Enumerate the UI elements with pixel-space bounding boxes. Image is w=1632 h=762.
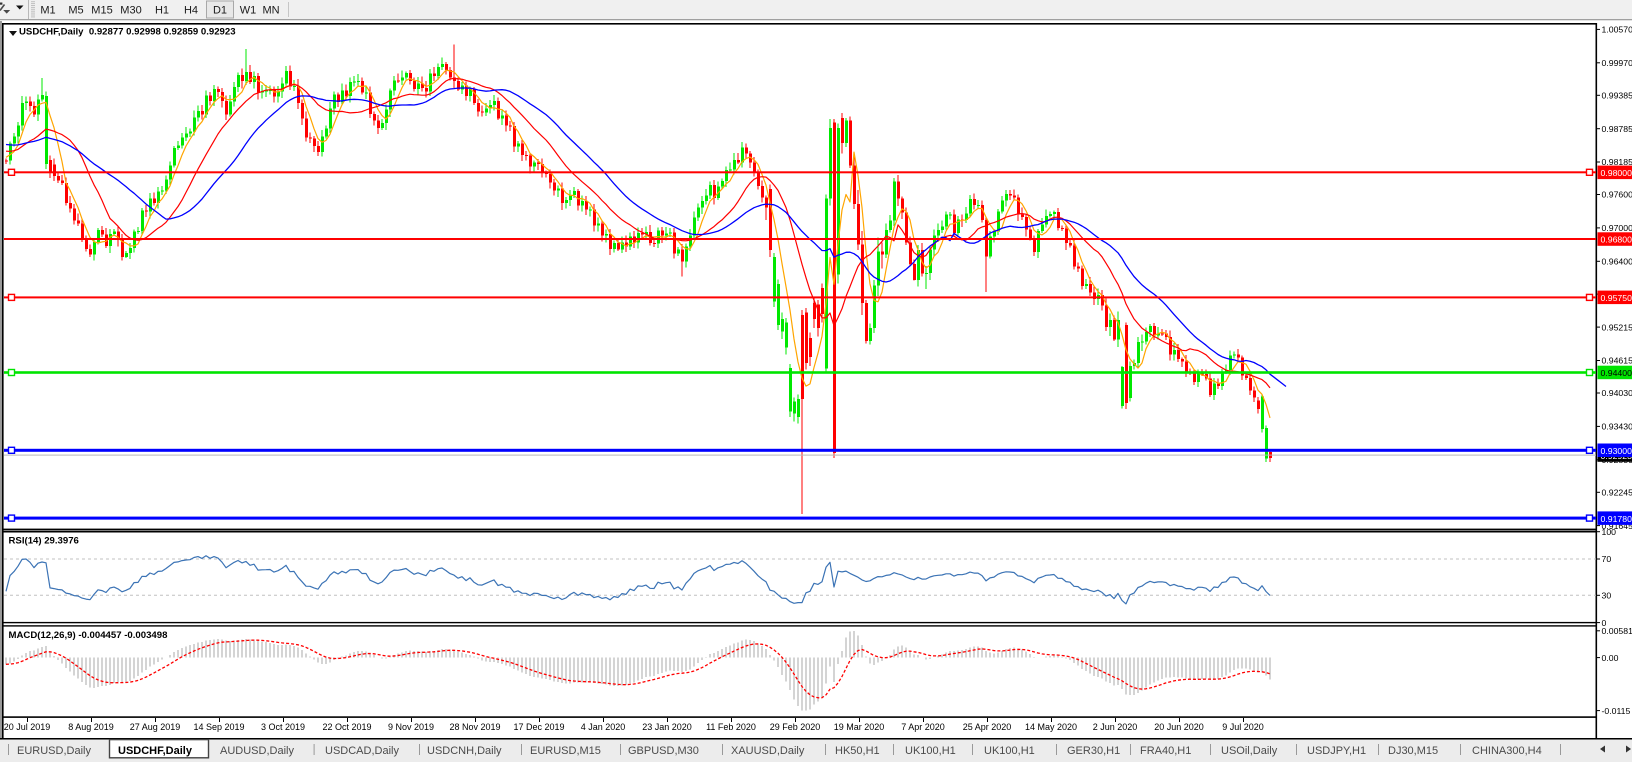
svg-text:0.99970: 0.99970	[1602, 58, 1632, 68]
svg-text:25 Apr 2020: 25 Apr 2020	[963, 722, 1012, 732]
svg-text:14 Sep 2019: 14 Sep 2019	[193, 722, 244, 732]
svg-text:0.95750: 0.95750	[1601, 293, 1632, 303]
svg-text:4 Jan 2020: 4 Jan 2020	[581, 722, 626, 732]
svg-text:0.00581: 0.00581	[1602, 626, 1632, 636]
svg-text:0.95215: 0.95215	[1602, 322, 1632, 332]
svg-text:M1: M1	[40, 5, 55, 17]
svg-text:0.91780: 0.91780	[1601, 514, 1632, 524]
svg-text:USDCNH,Daily: USDCNH,Daily	[427, 745, 502, 757]
svg-text:0.92245: 0.92245	[1602, 488, 1632, 498]
svg-text:XAUUSD,Daily: XAUUSD,Daily	[731, 745, 805, 757]
svg-text:USDCHF,Daily 0.92877 0.92998: USDCHF,Daily 0.92877 0.92998 0.92859 0.9…	[19, 27, 236, 38]
svg-text:0.97600: 0.97600	[1602, 190, 1632, 200]
svg-text:FRA40,H1: FRA40,H1	[1140, 745, 1191, 757]
svg-text:HK50,H1: HK50,H1	[835, 745, 880, 757]
svg-text:GBPUSD,M30: GBPUSD,M30	[628, 745, 699, 757]
svg-text:USOil,Daily: USOil,Daily	[1221, 745, 1278, 757]
svg-text:USDJPY,H1: USDJPY,H1	[1307, 745, 1366, 757]
svg-text:USDCAD,Daily: USDCAD,Daily	[325, 745, 399, 757]
svg-text:9 Nov 2019: 9 Nov 2019	[388, 722, 434, 732]
svg-text:0.98185: 0.98185	[1602, 157, 1632, 167]
svg-text:W1: W1	[240, 5, 257, 17]
svg-text:19 Mar 2020: 19 Mar 2020	[834, 722, 885, 732]
svg-text:RSI(14) 29.3976: RSI(14) 29.3976	[9, 536, 79, 547]
svg-text:11 Feb 2020: 11 Feb 2020	[706, 722, 756, 732]
svg-text:17 Dec 2019: 17 Dec 2019	[513, 722, 564, 732]
svg-text:DJ30,M15: DJ30,M15	[1388, 745, 1438, 757]
svg-text:3 Oct 2019: 3 Oct 2019	[261, 722, 305, 732]
svg-text:1.00570: 1.00570	[1602, 25, 1632, 35]
svg-text:MN: MN	[262, 5, 279, 17]
svg-text:8 Aug 2019: 8 Aug 2019	[68, 722, 114, 732]
svg-text:CHINA300,H4: CHINA300,H4	[1472, 745, 1542, 757]
svg-text:0.94030: 0.94030	[1602, 388, 1632, 398]
svg-text:7 Apr 2020: 7 Apr 2020	[901, 722, 945, 732]
svg-text:27 Aug 2019: 27 Aug 2019	[130, 722, 181, 732]
svg-text:MACD(12,26,9) -0.004457 -0.003: MACD(12,26,9) -0.004457 -0.003498	[9, 630, 169, 641]
svg-text:GER30,H1: GER30,H1	[1067, 745, 1120, 757]
svg-text:0.93430: 0.93430	[1602, 422, 1632, 432]
svg-text:0.99385: 0.99385	[1602, 91, 1632, 101]
svg-text:20 Jul 2019: 20 Jul 2019	[4, 722, 51, 732]
svg-text:14 May 2020: 14 May 2020	[1025, 722, 1077, 732]
svg-text:0.94615: 0.94615	[1602, 356, 1632, 366]
svg-text:70: 70	[1602, 554, 1612, 564]
svg-text:EURUSD,M15: EURUSD,M15	[530, 745, 601, 757]
svg-text:EURUSD,Daily: EURUSD,Daily	[17, 745, 91, 757]
svg-text:0.97000: 0.97000	[1602, 223, 1632, 233]
svg-text:M30: M30	[120, 5, 141, 17]
svg-text:100: 100	[1602, 527, 1617, 537]
svg-text:0: 0	[1602, 618, 1607, 628]
svg-text:D1: D1	[213, 5, 227, 17]
svg-text:20 Jun 2020: 20 Jun 2020	[1154, 722, 1204, 732]
svg-text:AUDUSD,Daily: AUDUSD,Daily	[220, 745, 294, 757]
svg-text:28 Nov 2019: 28 Nov 2019	[449, 722, 500, 732]
svg-text:30: 30	[1602, 591, 1612, 601]
svg-text:23 Jan 2020: 23 Jan 2020	[642, 722, 692, 732]
svg-text:9 Jul 2020: 9 Jul 2020	[1222, 722, 1264, 732]
svg-text:UK100,H1: UK100,H1	[905, 745, 956, 757]
svg-text:0.96800: 0.96800	[1601, 235, 1632, 245]
svg-text:-0.0115: -0.0115	[1602, 706, 1631, 716]
svg-text:0.94400: 0.94400	[1601, 368, 1632, 378]
svg-text:UK100,H1: UK100,H1	[984, 745, 1035, 757]
svg-text:USDCHF,Daily: USDCHF,Daily	[118, 745, 193, 757]
svg-text:0.91645: 0.91645	[1602, 521, 1632, 531]
svg-text:22 Oct 2019: 22 Oct 2019	[322, 722, 371, 732]
svg-text:0.93000: 0.93000	[1601, 446, 1632, 456]
svg-text:0.96400: 0.96400	[1602, 257, 1632, 267]
svg-text:M5: M5	[68, 5, 83, 17]
svg-text:0.98000: 0.98000	[1601, 168, 1632, 178]
svg-text:H4: H4	[184, 5, 198, 17]
svg-text:0.00: 0.00	[1602, 653, 1619, 663]
svg-text:H1: H1	[155, 5, 169, 17]
svg-text:0.98785: 0.98785	[1602, 124, 1632, 134]
svg-text:M15: M15	[91, 5, 112, 17]
svg-text:29 Feb 2020: 29 Feb 2020	[770, 722, 821, 732]
svg-text:2 Jun 2020: 2 Jun 2020	[1093, 722, 1138, 732]
